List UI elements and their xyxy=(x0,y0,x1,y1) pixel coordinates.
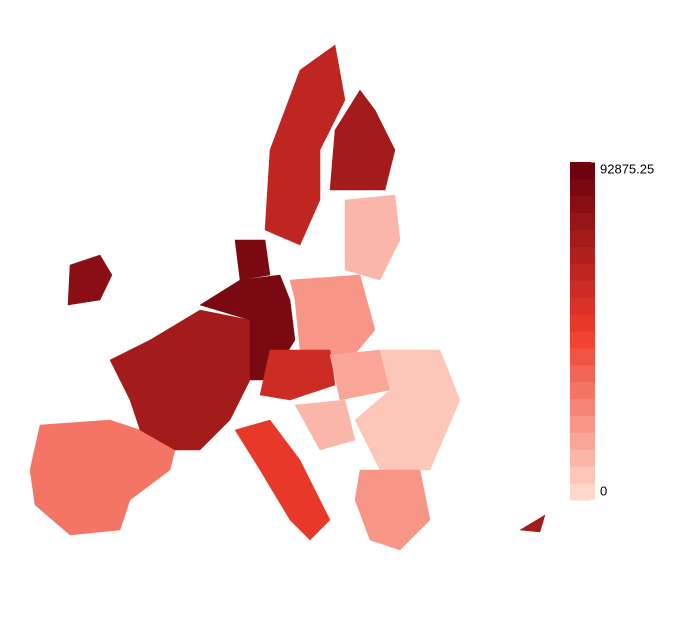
colorbar-band xyxy=(570,331,595,349)
region xyxy=(234,239,271,281)
colorbar-band xyxy=(570,483,595,501)
colorbar-band xyxy=(570,162,595,180)
region xyxy=(67,254,113,306)
colorbar-band xyxy=(570,297,595,315)
region xyxy=(289,274,376,361)
colorbar-band xyxy=(570,195,595,214)
region xyxy=(234,419,331,541)
colorbar-band xyxy=(570,364,595,383)
colorbar-label: 92875.25 xyxy=(600,161,654,176)
colorbar-band xyxy=(570,229,595,247)
colorbar-band xyxy=(570,449,595,467)
colorbar-band xyxy=(570,347,595,366)
colorbar-band xyxy=(570,381,595,400)
region xyxy=(519,514,546,533)
colorbar-band xyxy=(570,466,595,484)
colorbar-band xyxy=(570,178,595,197)
colorbar-band xyxy=(570,415,595,433)
colorbar-band xyxy=(570,432,595,450)
colorbar-band xyxy=(570,263,595,281)
colorbar-band xyxy=(570,212,595,231)
region xyxy=(344,194,401,281)
region xyxy=(264,44,346,246)
region xyxy=(109,309,251,451)
region xyxy=(329,89,396,191)
region xyxy=(354,469,431,551)
region xyxy=(329,349,391,401)
colorbar-band xyxy=(570,246,595,264)
colorbar-band xyxy=(570,314,595,332)
colorbar-band xyxy=(570,398,595,416)
region xyxy=(294,399,356,451)
colorbar-band xyxy=(570,280,595,298)
colorbar-label: 0 xyxy=(600,483,607,498)
region xyxy=(29,419,176,536)
region xyxy=(259,349,336,401)
